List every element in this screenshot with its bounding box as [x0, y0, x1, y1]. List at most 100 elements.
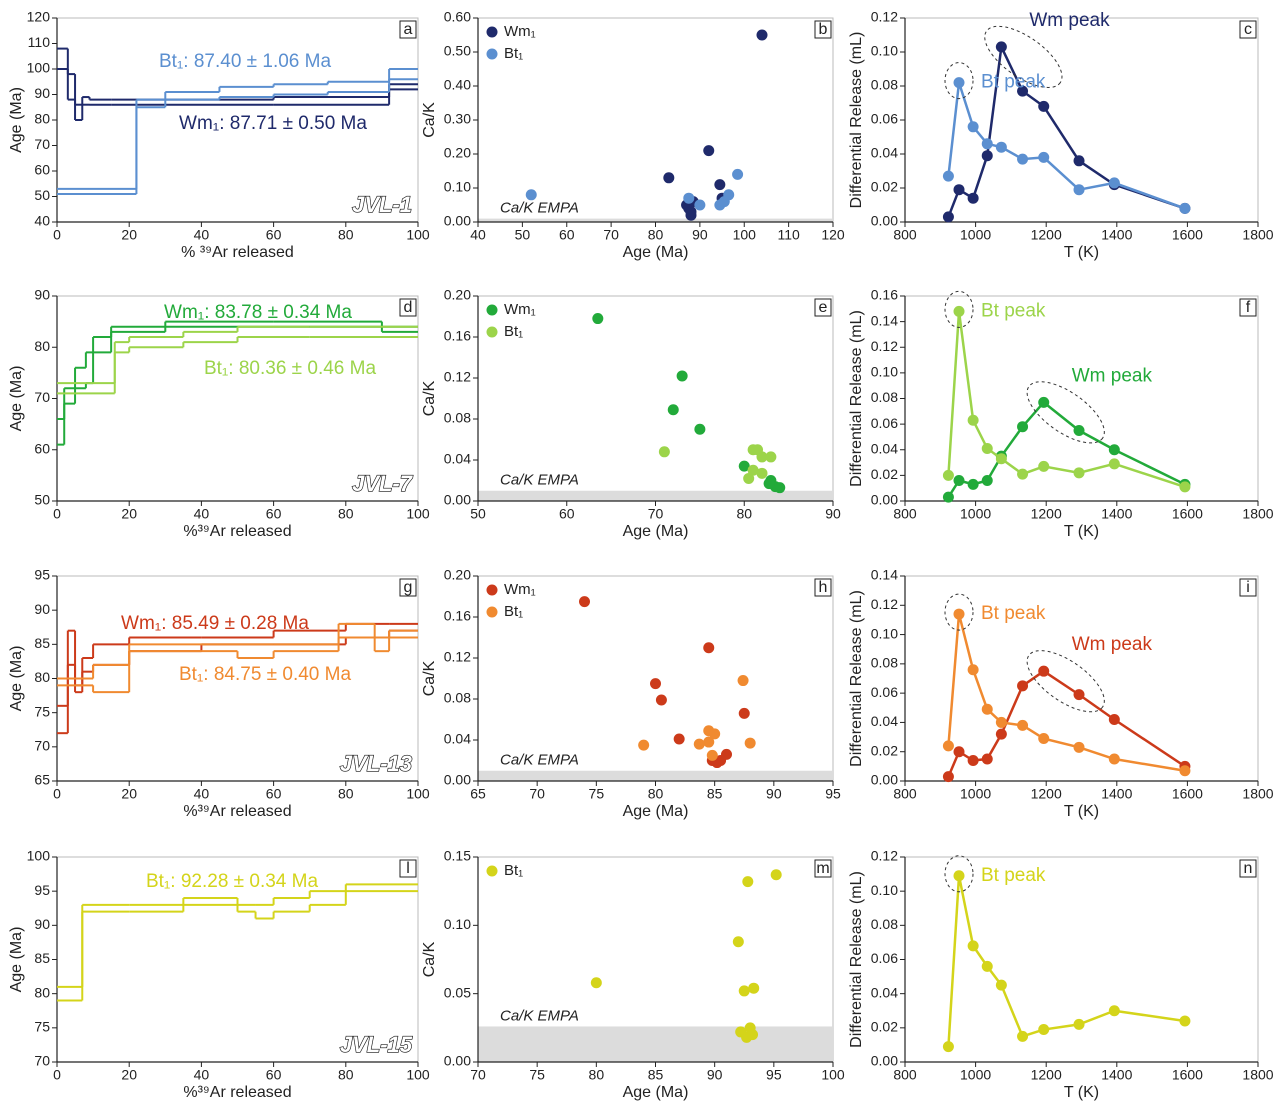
x-tick-label: 1400 — [1101, 227, 1132, 243]
scatter-point — [738, 707, 750, 719]
release-point — [1017, 468, 1029, 480]
scatter-point — [703, 642, 715, 654]
y-axis-label: Age (Ma) — [8, 646, 25, 712]
plot-frame — [477, 295, 834, 502]
legend-label: Bt₁ — [504, 603, 523, 620]
x-tick-label: 85 — [648, 1067, 664, 1083]
y-tick-label: 0.12 — [871, 338, 898, 354]
scatter-point — [525, 189, 537, 201]
release-point — [995, 716, 1007, 728]
release-point — [1179, 202, 1191, 214]
y-tick-label: 0.60 — [444, 9, 471, 25]
y-tick-label: 90 — [34, 287, 50, 303]
x-tick-label: 1400 — [1101, 1067, 1132, 1083]
x-tick-label: 60 — [559, 506, 575, 522]
y-tick-label: 0.14 — [871, 567, 898, 583]
scatter-point — [765, 451, 777, 463]
x-tick-label: 20 — [121, 506, 137, 522]
scatter-point — [638, 739, 650, 751]
panel-letter: f — [1246, 299, 1251, 316]
y-tick-label: 0.00 — [871, 772, 898, 788]
x-tick-label: 1000 — [960, 786, 991, 802]
release-point — [953, 608, 965, 620]
x-tick-label: 100 — [821, 1067, 845, 1083]
x-tick-label: 40 — [194, 227, 210, 243]
y-tick-label: 0.04 — [871, 713, 898, 729]
panel-letter: b — [819, 21, 828, 38]
y-axis-label: Ca/K — [421, 380, 438, 416]
y-tick-label: 85 — [34, 635, 50, 651]
x-tick-label: 100 — [733, 227, 757, 243]
scatter-point — [650, 678, 661, 690]
legend-marker — [486, 865, 498, 877]
x-tick-label: 0 — [53, 506, 61, 522]
release-point — [981, 703, 993, 715]
panel-letter: n — [1244, 860, 1253, 877]
x-tick-label: 50 — [515, 227, 531, 243]
y-axis-label: Age (Ma) — [8, 87, 25, 153]
age-label: Bt₁: 84.75 ± 0.40 Ma — [179, 664, 352, 685]
panel: 0.00 0.02 0.04 0.06 0.08 0.10 0.12 800 1000 1200 1… — [848, 848, 1274, 1101]
release-point — [1017, 153, 1029, 165]
panel-letter: d — [404, 299, 413, 316]
release-point — [942, 1041, 954, 1053]
release-line — [947, 42, 1186, 218]
y-tick-label: 75 — [34, 703, 50, 719]
release-point — [1073, 467, 1085, 479]
y-tick-label: 0.08 — [871, 77, 898, 93]
x-axis-label: Age (Ma) — [623, 244, 689, 261]
legend-marker — [486, 304, 498, 316]
release-point — [1038, 100, 1050, 112]
y-tick-label: 0.02 — [871, 742, 898, 758]
panel-letter-box — [1239, 859, 1257, 878]
scatter-point — [747, 1029, 759, 1041]
peak-outline — [984, 25, 1063, 88]
panel: 70 75 80 85 90 95 100 0 20 40 60 80 100 Age (Ma) %³⁹Ar… — [8, 848, 430, 1101]
band-label: Ca/K EMPA — [500, 1007, 579, 1024]
x-tick-label: 80 — [648, 227, 664, 243]
peak-outline — [944, 593, 974, 631]
y-tick-label: 80 — [34, 984, 50, 1000]
y-tick-label: 0.12 — [871, 9, 898, 25]
panel-letter-box — [1239, 578, 1257, 597]
scatter-point — [579, 596, 590, 608]
release-point — [942, 170, 954, 182]
x-tick-label: 70 — [529, 786, 545, 802]
release-point — [953, 746, 965, 758]
release-point — [1038, 460, 1050, 472]
y-tick-label: 110 — [28, 34, 51, 50]
scatter-point — [723, 189, 735, 201]
release-line — [947, 875, 1186, 1047]
age-label: Bt₁: 92.28 ± 0.34 Ma — [146, 871, 319, 892]
scatter-point — [743, 472, 755, 484]
x-tick-label: 120 — [821, 227, 845, 243]
x-tick-label: 800 — [893, 227, 917, 243]
panel-letter: c — [1244, 21, 1252, 38]
legend-label: Bt₁ — [504, 862, 523, 879]
release-point — [1038, 396, 1050, 408]
scatter-point — [703, 145, 715, 157]
y-tick-label: 0.08 — [871, 916, 898, 932]
y-tick-label: 90 — [34, 601, 50, 617]
x-tick-label: 100 — [406, 786, 430, 802]
x-tick-label: 1000 — [960, 1067, 991, 1083]
scatter-point — [663, 172, 675, 184]
x-tick-label: 20 — [121, 1067, 137, 1083]
x-tick-label: 70 — [648, 506, 664, 522]
release-point — [995, 141, 1007, 153]
x-tick-label: 80 — [338, 227, 354, 243]
x-tick-label: 40 — [194, 1067, 210, 1083]
y-tick-label: 0.16 — [444, 608, 471, 624]
x-tick-label: 40 — [194, 786, 210, 802]
release-point — [1073, 1018, 1085, 1030]
x-tick-label: 85 — [707, 786, 723, 802]
scatter-point — [673, 733, 685, 745]
peak-outline — [1026, 381, 1105, 444]
y-tick-label: 0.10 — [871, 43, 898, 59]
release-point — [1073, 689, 1085, 701]
legend-label: Wm₁ — [504, 23, 536, 40]
x-tick-label: 800 — [893, 1067, 917, 1083]
y-tick-label: 60 — [34, 440, 50, 456]
release-point — [995, 728, 1007, 740]
x-tick-label: 1400 — [1101, 786, 1132, 802]
